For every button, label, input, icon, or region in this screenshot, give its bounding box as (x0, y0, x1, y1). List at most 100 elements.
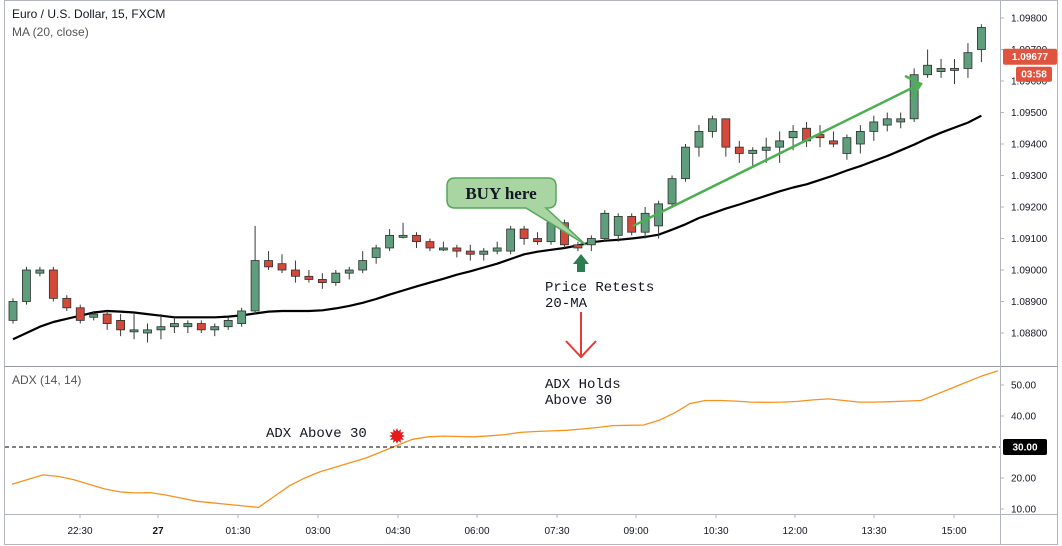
candle-body-bull (855, 130, 865, 145)
candle (452, 244, 462, 258)
candle-body-bull (169, 323, 179, 328)
candle (492, 241, 502, 255)
candle (761, 137, 771, 163)
candle (425, 238, 435, 252)
adx-line (11, 370, 999, 509)
countdown-label: 03:58 (1021, 70, 1047, 81)
candle-body-bull (331, 272, 341, 283)
candle-body-bull (22, 269, 31, 302)
retest-up-arrow-icon (573, 254, 589, 272)
adx-tick-label: 10.00 (1011, 505, 1036, 516)
candle (22, 266, 31, 305)
candle (775, 131, 785, 163)
adx-holds-label: ADX Holds (545, 377, 621, 393)
candle (358, 251, 368, 274)
time-tick-label: 01:30 (225, 526, 250, 537)
buy-callout-box (446, 177, 587, 246)
candle (89, 310, 99, 321)
candle (855, 125, 865, 154)
ma-indicator-label: MA (20, close) (12, 25, 89, 39)
candle (963, 43, 973, 78)
candle (250, 225, 260, 315)
candle-body-bear (277, 263, 287, 271)
time-tick-label: 10:30 (703, 526, 728, 537)
candle-body-bull (923, 64, 932, 76)
time-tick-label: 09:00 (623, 526, 648, 537)
candle (156, 314, 166, 340)
candle-body-bull (761, 146, 771, 151)
candle (923, 49, 932, 78)
adx-cross-marker-icon (389, 428, 405, 444)
candle (210, 323, 220, 337)
adx-level-badge (1003, 439, 1047, 455)
candle-body-bull (129, 329, 139, 333)
symbol-title: Euro / U.S. Dollar, 15, FXCM (12, 7, 166, 21)
candle-body-bull (613, 216, 623, 236)
adx-level-label: 30.00 (1012, 443, 1037, 454)
candle-body-bull (788, 130, 798, 139)
candle-body-bear (317, 279, 327, 284)
candle-body-bull (694, 130, 704, 148)
candle-body-bull (667, 178, 677, 205)
candle (102, 310, 112, 330)
candle-body-bear (291, 269, 300, 277)
candle-body-bull (398, 234, 408, 238)
candle-body-bull (909, 74, 919, 120)
candle-body-bull (479, 250, 489, 255)
chart-border (4, 0, 1058, 545)
time-tick-label: 07:30 (544, 526, 569, 537)
candle-body-bear (264, 260, 273, 268)
candle (183, 320, 193, 333)
price-tick-label: 1.09000 (1011, 266, 1048, 277)
time-tick-label: 06:00 (464, 526, 489, 537)
candle-body-bull (358, 260, 368, 271)
candle-body-bear (452, 247, 462, 252)
candle-body-bull (882, 118, 892, 126)
candle (438, 241, 448, 252)
candle (237, 307, 247, 327)
candle-body-bull (977, 27, 986, 50)
candle-body-bull (35, 269, 45, 274)
candle (977, 24, 986, 63)
time-tick-label: 03:00 (305, 526, 330, 537)
candle-body-bull (950, 68, 959, 71)
candle-body-bear (75, 307, 85, 321)
candle (748, 147, 758, 167)
time-tick-label: 04:30 (385, 526, 410, 537)
candle-body-bear (412, 234, 421, 243)
time-tick-label: 22:30 (67, 526, 92, 537)
candle (116, 314, 125, 337)
candle-body-bear (721, 118, 731, 148)
candle-body-bear (425, 241, 435, 249)
candle-body-bull (89, 313, 99, 318)
candle (681, 144, 690, 182)
candle (344, 266, 354, 280)
candle (506, 225, 516, 255)
candle (586, 235, 596, 252)
price-tick-label: 1.09800 (1011, 14, 1048, 25)
candle-body-bull (183, 323, 193, 328)
price-tick-label: 1.09100 (1011, 234, 1048, 245)
adx-tick-label: 50.00 (1011, 381, 1036, 392)
candle (62, 295, 72, 311)
candle (264, 251, 273, 270)
candle (842, 134, 852, 160)
candle (573, 241, 583, 252)
candle (223, 317, 233, 330)
candle-body-bull (775, 140, 785, 148)
above-30-label: Above 30 (545, 393, 612, 409)
candle-body-bull (963, 52, 973, 69)
candle-body-bull (237, 310, 247, 324)
candle-body-bull (156, 326, 166, 331)
candle-body-bear (734, 146, 744, 154)
candle-body-bull (748, 149, 758, 154)
candle (196, 320, 206, 333)
trend-arrow-icon (904, 74, 923, 100)
candle (936, 58, 946, 78)
candle (896, 112, 906, 129)
time-tick-label: 12:00 (782, 526, 807, 537)
candle (829, 131, 838, 148)
candle (708, 115, 717, 138)
candle (385, 229, 395, 252)
